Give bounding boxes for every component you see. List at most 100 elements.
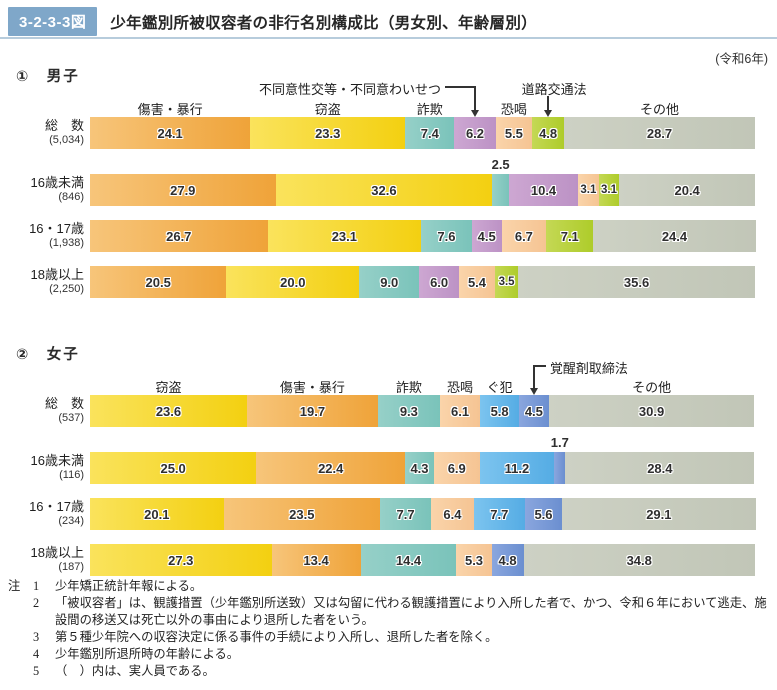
row-count: (5,034) bbox=[49, 134, 84, 147]
row-count: (537) bbox=[58, 412, 84, 425]
section-title: ① 男子 bbox=[16, 69, 80, 85]
callout-line bbox=[532, 365, 535, 389]
segment-value: 4.8 bbox=[539, 125, 558, 141]
segment-value: 20.5 bbox=[145, 274, 171, 290]
segment-value: 5.5 bbox=[504, 125, 523, 141]
segment-value: 24.1 bbox=[157, 125, 183, 141]
row-name: 総 数 bbox=[44, 396, 84, 412]
callout-line bbox=[533, 365, 546, 367]
bar-segment: 6.2 bbox=[454, 117, 496, 149]
bar-segment: 24.4 bbox=[593, 220, 756, 252]
segment-value: 30.9 bbox=[638, 403, 665, 419]
segment-value: 3.1 bbox=[601, 184, 617, 196]
bar-segment: 13.4 bbox=[271, 544, 361, 576]
bar-segment: 10.4 bbox=[508, 174, 579, 206]
category-header: 傷害・暴行 bbox=[279, 380, 345, 395]
segment-value: 6.4 bbox=[443, 506, 462, 522]
bar-segment: 6.7 bbox=[501, 220, 547, 252]
category-header: 傷害・暴行 bbox=[137, 102, 203, 117]
callout-label: 不同意性交等・不同意わいせつ bbox=[259, 82, 442, 97]
bar-segment: 6.1 bbox=[439, 395, 481, 427]
segment-value: 4.5 bbox=[524, 403, 543, 419]
bar-segment: 35.6 bbox=[518, 266, 755, 298]
bar-segment: 23.6 bbox=[90, 395, 247, 427]
row-count: (234) bbox=[58, 515, 84, 528]
bar-segment: 23.5 bbox=[223, 498, 380, 530]
callout-line bbox=[474, 86, 477, 111]
segment-value: 9.0 bbox=[380, 274, 399, 290]
stacked-bar: 23.6 19.7 9.3 6.1 5.8 4.5 30.9 bbox=[90, 395, 755, 427]
segment-value: 34.8 bbox=[626, 552, 652, 568]
bar-segment: 3.1 bbox=[598, 174, 620, 206]
row-label: 16・17歳 (234) bbox=[0, 498, 84, 530]
callout-label: 覚醒剤取締法 bbox=[549, 361, 628, 376]
notes-heading: 注 bbox=[8, 579, 21, 593]
segment-value-above: 2.5 bbox=[491, 157, 510, 172]
bar-segment: 20.5 bbox=[90, 266, 227, 298]
note-item: 3 第５種少年院への収容決定に係る事件の手続により入所し、退所した者を除く。 bbox=[33, 629, 772, 646]
figure-number-badge: 3-2-3-3図 bbox=[8, 7, 98, 36]
segment-value-above: 1.7 bbox=[550, 435, 569, 450]
row-name: 16歳未満 bbox=[30, 175, 84, 191]
bar-segment: 22.4 bbox=[256, 452, 406, 484]
note-item: 4 少年鑑別所退所時の年齢による。 bbox=[33, 646, 772, 663]
bar-segment: 20.0 bbox=[226, 266, 360, 298]
segment-value: 6.9 bbox=[447, 460, 466, 476]
segment-value: 14.4 bbox=[395, 552, 422, 568]
segment-value: 7.7 bbox=[490, 506, 509, 522]
segment-value: 4.8 bbox=[498, 552, 517, 568]
bar-segment: 5.6 bbox=[524, 498, 563, 530]
note-number: 2 bbox=[33, 596, 40, 610]
male-chart-section: ① 男子 傷害・暴行 窃盗 詐欺 恐喝 その他 不同意性交等・不同意わいせつ 道路交通法総 数… bbox=[0, 60, 777, 310]
category-header: 窃盗 bbox=[155, 380, 182, 395]
row-label: 16・17歳 (1,938) bbox=[0, 220, 84, 252]
note-text: 第５種少年院への収容決定に係る事件の手続により入所し、退所した者を除く。 bbox=[55, 630, 498, 644]
bar-segment: 32.6 bbox=[275, 174, 493, 206]
bar-segment: 23.3 bbox=[250, 117, 406, 149]
title-bar: 3-2-3-3図 少年鑑別所被収容者の非行名別構成比（男女別、年齢層別） bbox=[8, 7, 537, 36]
bar-segment: 27.3 bbox=[90, 544, 272, 576]
segment-value: 7.6 bbox=[437, 228, 456, 244]
segment-value: 7.7 bbox=[396, 506, 415, 522]
bar-segment: 5.8 bbox=[480, 395, 519, 427]
callout-arrowhead-icon bbox=[544, 110, 553, 117]
bar-segment: 4.3 bbox=[405, 452, 434, 484]
bar-segment: 19.7 bbox=[246, 395, 378, 427]
bar-segment: 5.4 bbox=[459, 266, 495, 298]
note-text: （ ）内は、実人員である。 bbox=[55, 664, 215, 678]
bar-segment: 29.1 bbox=[562, 498, 756, 530]
bar-segment: 7.4 bbox=[405, 117, 455, 149]
segment-value: 23.3 bbox=[315, 125, 341, 141]
segment-value: 25.0 bbox=[160, 460, 186, 476]
female-chart-section: ② 女子 窃盗 傷害・暴行 詐欺 恐喝 ぐ犯 その他 覚醒剤取締法総 数 (537) 23.6 19… bbox=[0, 338, 777, 588]
bar-segment: 24.1 bbox=[90, 117, 251, 149]
category-header: ぐ犯 bbox=[486, 380, 513, 395]
stacked-bar: 25.0 22.4 4.3 6.9 11.2 28.4 bbox=[90, 452, 755, 484]
segment-value: 27.3 bbox=[168, 552, 194, 568]
category-header: 詐欺 bbox=[416, 102, 443, 117]
note-number: 3 bbox=[33, 630, 40, 644]
segment-value: 6.1 bbox=[451, 403, 470, 419]
bar-segment: 25.0 bbox=[90, 452, 257, 484]
callout-line bbox=[547, 96, 550, 111]
row-name: 16・17歳 bbox=[29, 221, 84, 237]
figure-title: 少年鑑別所被収容者の非行名別構成比（男女別、年齢層別） bbox=[110, 14, 537, 32]
row-label: 総 数 (5,034) bbox=[0, 117, 84, 149]
bar-segment bbox=[492, 174, 509, 206]
bar-segment: 5.5 bbox=[495, 117, 533, 149]
note-number: 1 bbox=[33, 579, 40, 593]
row-label: 総 数 (537) bbox=[0, 395, 84, 427]
stacked-bar: 27.9 32.6 10.4 3.1 3.1 20.4 bbox=[90, 174, 755, 206]
segment-value: 23.1 bbox=[331, 228, 357, 244]
row-name: 16歳未満 bbox=[30, 453, 84, 469]
segment-value: 20.1 bbox=[144, 506, 170, 522]
segment-value: 5.4 bbox=[467, 274, 487, 290]
bar-segment: 20.1 bbox=[90, 498, 224, 530]
segment-value: 26.7 bbox=[166, 228, 192, 244]
category-header: 恐喝 bbox=[447, 380, 474, 395]
bar-segment: 4.5 bbox=[471, 220, 502, 252]
bar-segment: 30.9 bbox=[548, 395, 755, 427]
segment-value: 7.1 bbox=[560, 228, 579, 244]
stacked-bar: 24.1 23.3 7.4 6.2 5.5 4.8 28.7 bbox=[90, 117, 755, 149]
